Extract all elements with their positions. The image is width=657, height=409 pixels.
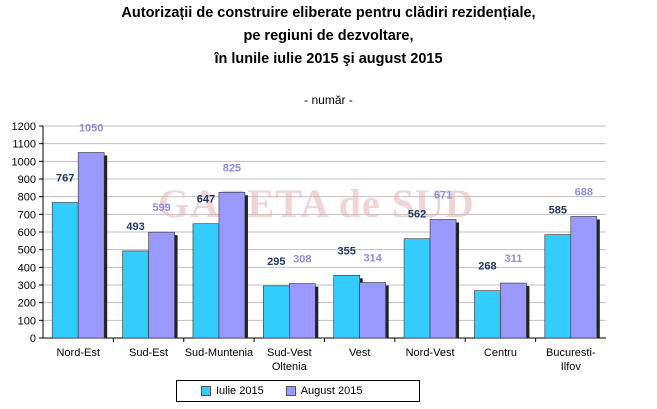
data-label: 268	[478, 261, 496, 273]
bar-august	[77, 152, 105, 339]
data-label: 671	[434, 189, 452, 201]
data-label: 314	[364, 253, 383, 265]
x-category-label: Sud-Est	[129, 347, 168, 359]
y-tick-label: 600	[18, 227, 36, 239]
bar-iulie	[544, 234, 572, 339]
bar-iulie	[403, 238, 431, 339]
bar-iulie	[333, 274, 360, 339]
bar-iulie	[474, 290, 501, 339]
bar-august	[570, 216, 598, 339]
legend-label-series-1: Iulie 2015	[216, 385, 264, 397]
bar-august	[500, 282, 527, 339]
chart-subtitle: - număr -	[304, 93, 353, 107]
y-tick-label: 300	[18, 280, 36, 292]
bar-iulie	[263, 285, 290, 339]
bar-iulie	[122, 250, 149, 339]
y-tick-label: 400	[18, 262, 36, 274]
x-category-label: Bucuresti-	[546, 347, 596, 359]
y-tick-label: 800	[18, 192, 36, 204]
x-category-label: Ilfov	[561, 361, 582, 373]
x-category-label: Sud-Vest	[267, 347, 312, 359]
data-label: 308	[293, 254, 311, 266]
legend-label-series-2: August 2015	[300, 385, 363, 397]
data-label: 585	[549, 205, 567, 217]
y-tick-label: 200	[18, 298, 36, 310]
bar-august	[148, 231, 175, 339]
title-line-1: Autorizații de construire eliberate pent…	[121, 5, 536, 21]
y-tick-label: 700	[18, 209, 36, 221]
x-category-label: Sud-Muntenia	[185, 347, 254, 359]
data-label: 562	[408, 209, 426, 221]
bar-august	[289, 283, 316, 339]
y-tick-label: 1100	[12, 139, 36, 151]
title-line-2: pe regiuni de dezvoltare,	[243, 28, 414, 44]
bar-iulie	[51, 202, 79, 339]
legend-item-series-1: Iulie 2015	[201, 385, 264, 397]
data-label: 599	[152, 202, 170, 214]
x-category-label: Nord-Vest	[406, 347, 455, 359]
bar-august	[359, 282, 386, 339]
x-category-label: Vest	[349, 347, 370, 359]
chart-title: Autorizații de construire eliberate pent…	[0, 2, 657, 71]
title-line-3: în lunile iulie 2015 şi august 2015	[214, 51, 443, 67]
data-label: 493	[126, 221, 144, 233]
x-category-label: Nord-Est	[56, 347, 99, 359]
data-label: 311	[505, 253, 523, 265]
legend-swatch-series-1	[201, 386, 211, 396]
data-label: 825	[223, 162, 241, 174]
bar-august	[218, 191, 246, 339]
legend-swatch-series-2	[285, 386, 296, 396]
bar-august	[429, 219, 457, 339]
data-label: 355	[338, 245, 356, 257]
data-label: 647	[197, 194, 215, 206]
data-label: 1050	[79, 123, 103, 135]
bar-iulie	[192, 223, 220, 339]
data-label: 688	[575, 186, 593, 198]
legend-item-series-2: August 2015	[285, 385, 363, 397]
data-label: 767	[56, 172, 74, 184]
x-category-label: Centru	[484, 347, 517, 359]
y-tick-label: 100	[18, 315, 36, 327]
watermark-logo: GAZETA de SUD	[158, 181, 475, 226]
y-tick-label: 900	[18, 174, 36, 186]
y-tick-label: 0	[30, 333, 36, 345]
y-tick-label: 1200	[12, 121, 36, 133]
data-label: 295	[267, 256, 285, 268]
y-tick-label: 1000	[12, 156, 36, 168]
y-tick-label: 500	[18, 245, 36, 257]
chart-legend: Iulie 2015 August 2015	[176, 380, 420, 402]
x-category-label: Oltenia	[272, 361, 308, 373]
